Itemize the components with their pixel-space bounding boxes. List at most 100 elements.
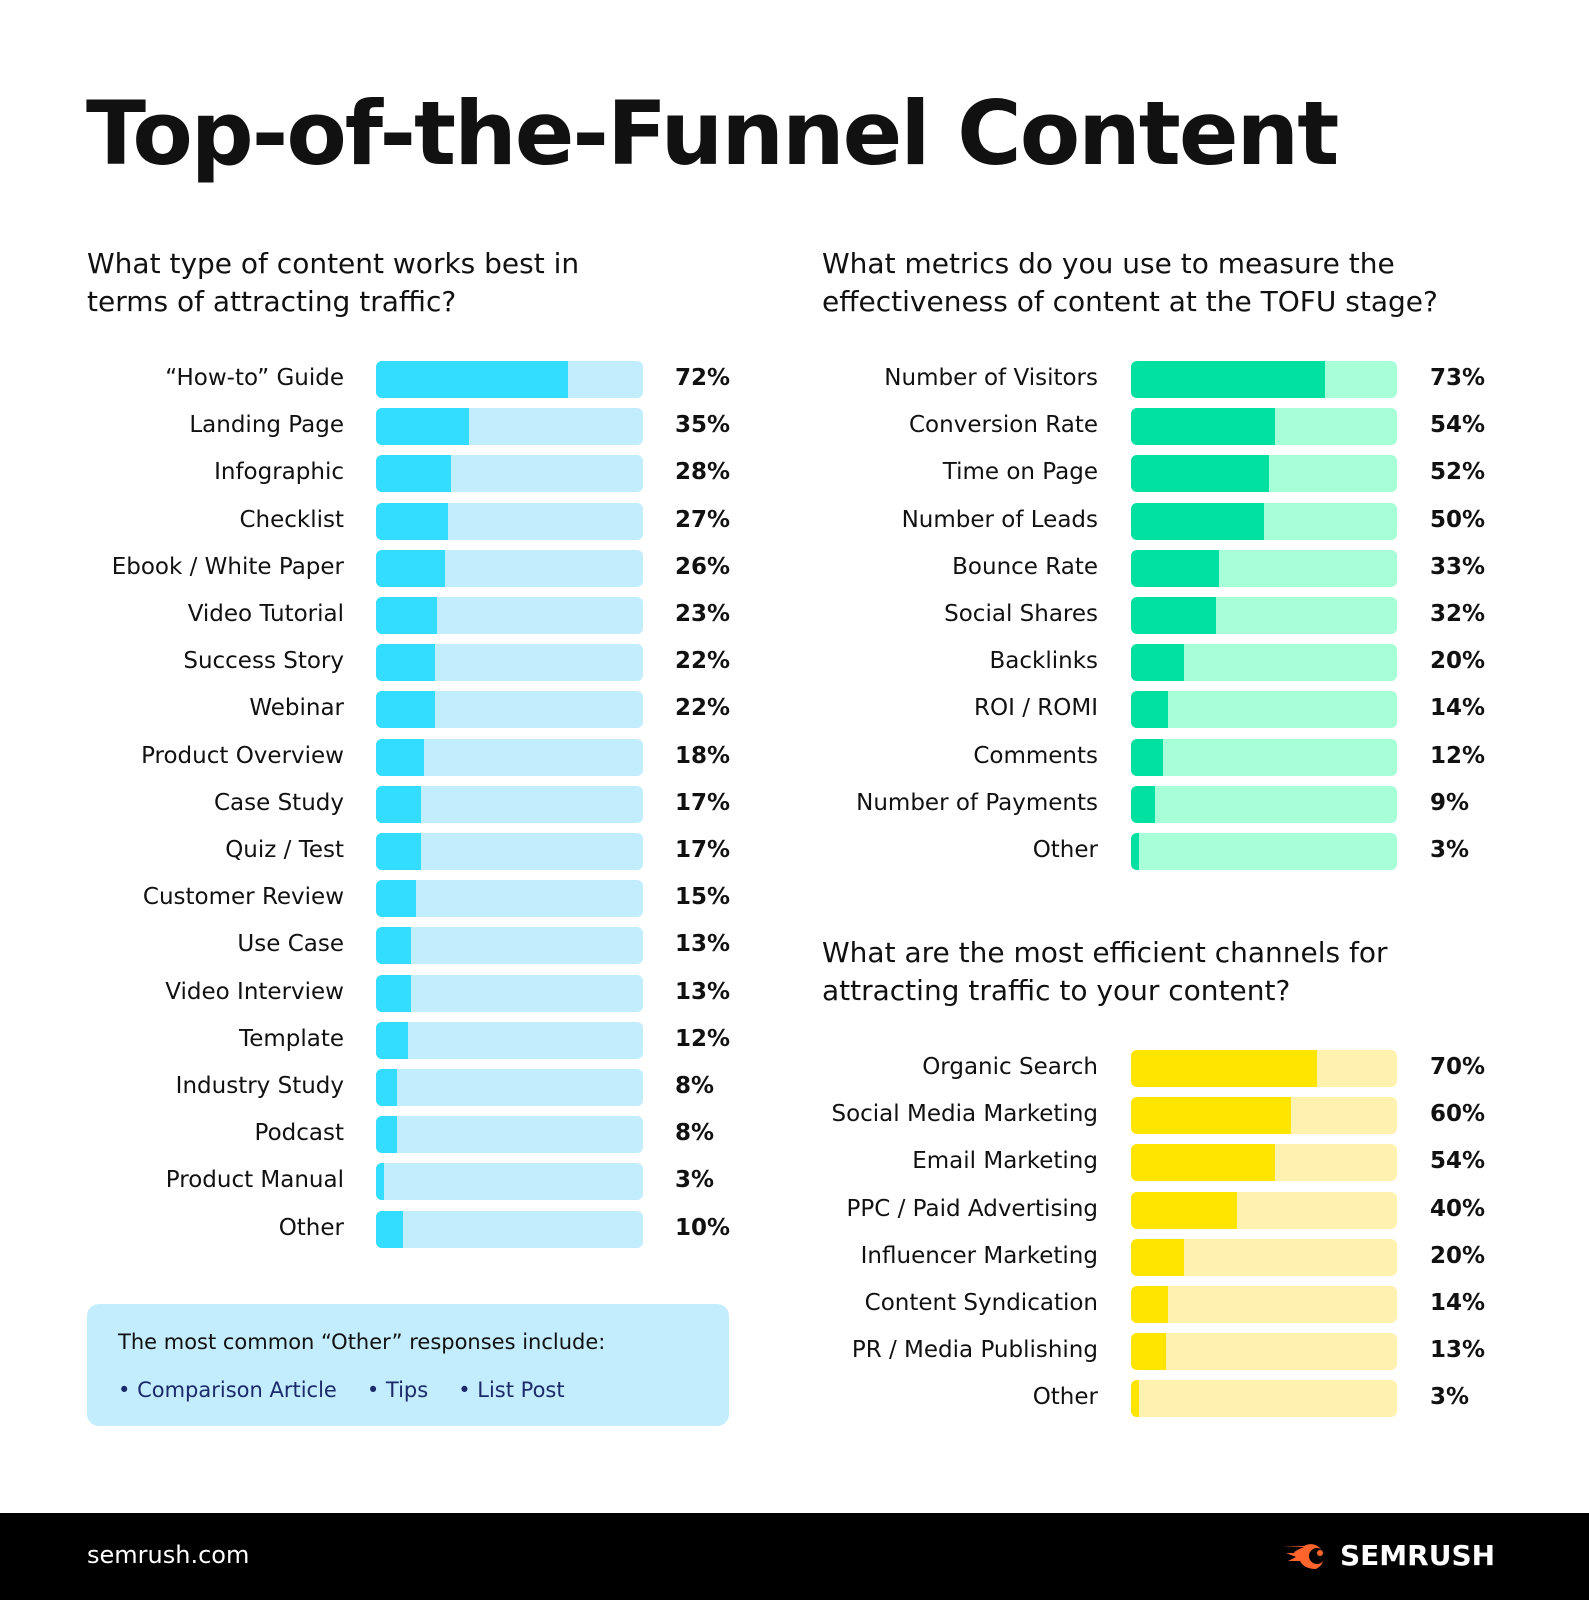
category-label: Case Study	[213, 789, 344, 816]
bar-track	[376, 927, 643, 965]
bar-track	[1131, 361, 1397, 398]
category-label: Product Overview	[141, 742, 344, 769]
bar-track	[1131, 597, 1397, 634]
note-item: • Tips	[366, 1378, 429, 1402]
page-title: Top-of-the-Funnel Content	[86, 82, 1339, 185]
bar-fill	[376, 880, 417, 918]
bar-fill	[1131, 738, 1163, 776]
bar-track	[1131, 785, 1397, 823]
note-item: • List Post	[458, 1378, 565, 1402]
bar-row: Podcast 8%	[0, 1116, 1589, 1154]
bar-fill	[376, 833, 422, 870]
value-label: 14%	[1430, 695, 1486, 722]
bar-track	[1131, 1144, 1397, 1182]
bar-row: Success Story 22%	[0, 644, 1589, 682]
bar-fill	[1131, 691, 1169, 729]
bar-fill	[376, 455, 451, 493]
bar-row: Influencer Marketing 20%	[0, 1238, 1589, 1276]
bar-track	[376, 974, 643, 1012]
bar-row: Infographic 28%	[0, 455, 1589, 493]
bar-track	[1131, 1333, 1397, 1371]
bar-row: Webinar 22%	[0, 691, 1589, 729]
bar-track	[376, 408, 643, 446]
chart-3-title: What are the most efficient channels for…	[822, 936, 1388, 1007]
bar-row: Comments 12%	[0, 738, 1589, 776]
value-label: 32%	[1430, 601, 1486, 627]
category-label: “How-to” Guide	[165, 365, 344, 391]
category-label: Success Story	[183, 648, 344, 675]
semrush-flame-icon	[1282, 1543, 1325, 1569]
bar-row: Organic Search 70%	[0, 1050, 1589, 1087]
category-label: Webinar	[249, 695, 344, 722]
bar-row: Video Interview 13%	[0, 974, 1589, 1012]
bar-row: ROI / ROMI 14%	[0, 691, 1589, 729]
bar-track	[376, 738, 643, 776]
value-label: 3%	[1430, 837, 1470, 863]
bar-fill	[376, 785, 422, 823]
value-label: 9%	[1430, 789, 1470, 816]
site-link[interactable]: semrush.com	[87, 1541, 250, 1569]
bar-row: Other 10%	[0, 1210, 1589, 1248]
category-label: Email Marketing	[912, 1148, 1098, 1175]
category-label: Other	[278, 1214, 344, 1241]
value-label: 70%	[1430, 1054, 1486, 1080]
value-label: 22%	[675, 648, 731, 675]
chart-1-title: What type of content works best in terms…	[87, 247, 580, 318]
bar-fill	[376, 502, 449, 540]
bar-track	[376, 1069, 643, 1106]
bar-row: Number of Leads 50%	[0, 502, 1589, 540]
bar-fill	[1131, 597, 1217, 634]
bar-track	[1131, 1191, 1397, 1229]
bar-fill	[376, 644, 435, 682]
bar-track	[376, 455, 643, 493]
value-label: 10%	[675, 1214, 731, 1241]
value-label: 73%	[1430, 365, 1486, 391]
category-label: PR / Media Publishing	[851, 1337, 1098, 1364]
bar-track	[1131, 502, 1397, 540]
bar-row: Template 12%	[0, 1021, 1589, 1059]
chart-2-title: What metrics do you use to measure the e…	[822, 247, 1438, 318]
bar-row: Product Overview 18%	[0, 738, 1589, 776]
category-label: PPC / Paid Advertising	[846, 1195, 1098, 1222]
bar-track	[1131, 644, 1397, 682]
bar-fill	[1131, 644, 1185, 682]
bar-fill	[376, 1116, 398, 1154]
category-label: Landing Page	[189, 412, 344, 439]
bar-row: Number of Payments 9%	[0, 785, 1589, 823]
bar-fill	[1131, 502, 1264, 540]
bar-track	[1131, 1238, 1397, 1276]
category-label: Number of Leads	[901, 506, 1098, 533]
value-label: 14%	[1430, 1290, 1486, 1316]
bar-row: Other 3%	[0, 1380, 1589, 1418]
category-label: Other	[1032, 1384, 1098, 1411]
bar-fill	[376, 738, 425, 776]
bar-row: Email Marketing 54%	[0, 1144, 1589, 1182]
value-label: 22%	[675, 695, 731, 722]
value-label: 8%	[675, 1073, 715, 1099]
bar-track	[1131, 549, 1397, 587]
bar-track	[376, 691, 643, 729]
bar-row: Checklist 27%	[0, 502, 1589, 540]
category-label: Number of Visitors	[884, 365, 1098, 391]
bar-fill	[1131, 361, 1326, 398]
category-label: Content Syndication	[864, 1290, 1098, 1316]
bar-track	[1131, 738, 1397, 776]
bar-row: Use Case 13%	[0, 927, 1589, 965]
value-label: 13%	[675, 931, 731, 958]
bar-fill	[1131, 1333, 1166, 1371]
value-label: 8%	[675, 1120, 715, 1147]
bar-row: Conversion Rate 54%	[0, 408, 1589, 446]
category-label: Product Manual	[165, 1167, 344, 1194]
bar-row: Case Study 17%	[0, 785, 1589, 823]
bar-track	[376, 880, 643, 918]
bar-track	[376, 361, 643, 398]
value-label: 27%	[675, 506, 731, 533]
value-label: 33%	[1430, 553, 1486, 580]
category-label: ROI / ROMI	[974, 695, 1098, 722]
bar-fill	[1131, 1191, 1238, 1229]
bar-row: Number of Visitors 73%	[0, 361, 1589, 398]
bar-row: Bounce Rate 33%	[0, 549, 1589, 587]
bar-row: PPC / Paid Advertising 40%	[0, 1191, 1589, 1229]
bar-fill	[1131, 1144, 1275, 1182]
value-label: 17%	[675, 789, 731, 816]
